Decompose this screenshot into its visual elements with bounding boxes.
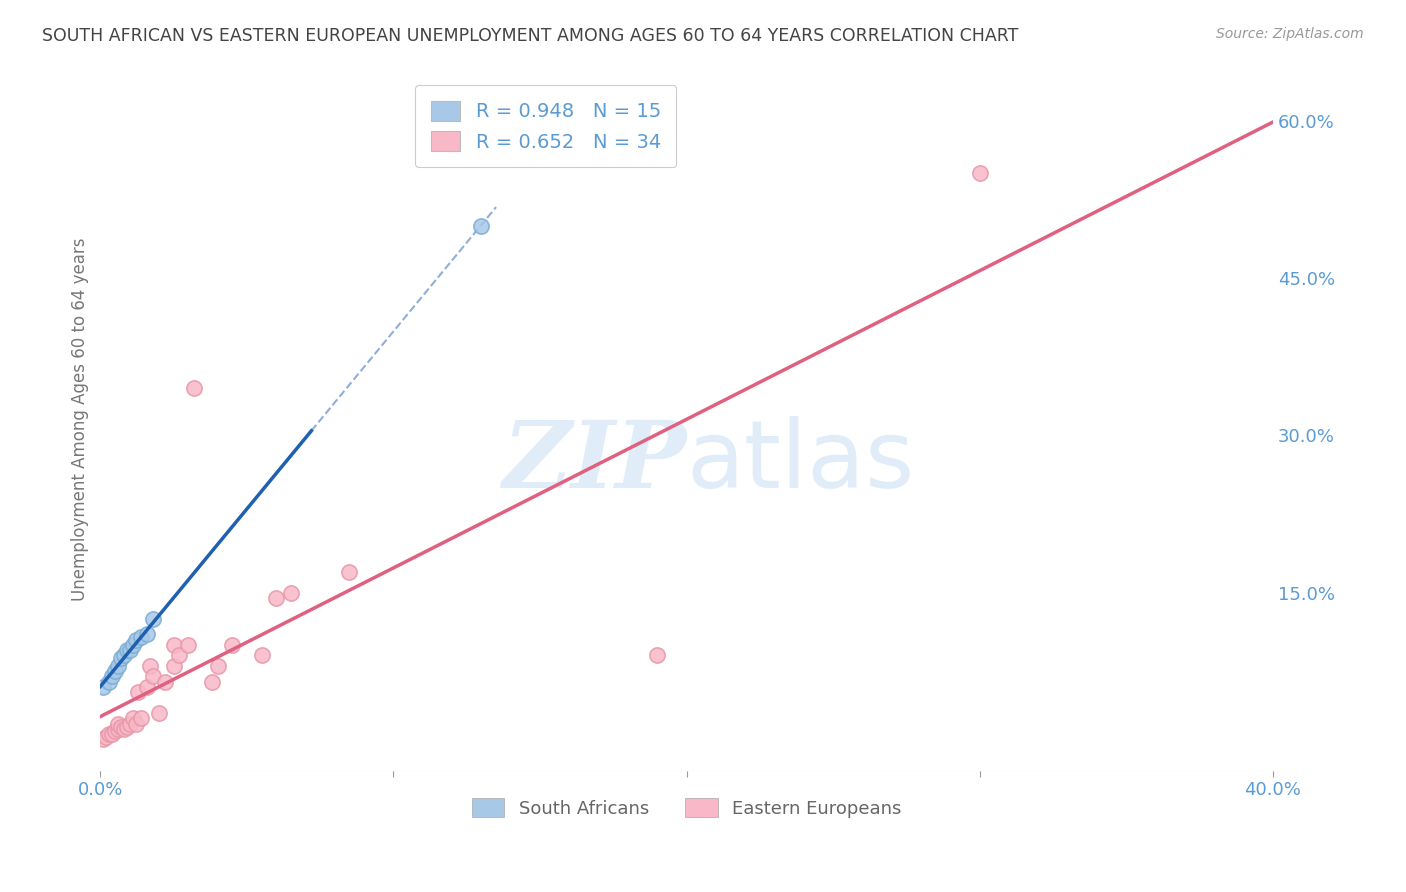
Point <box>153 674 176 689</box>
Point <box>112 722 135 736</box>
Point <box>470 219 492 233</box>
Point <box>107 722 129 736</box>
Point <box>280 585 302 599</box>
Point <box>183 381 205 395</box>
Point <box>118 643 141 657</box>
Point <box>112 648 135 663</box>
Point <box>201 674 224 689</box>
Legend: South Africans, Eastern Europeans: South Africans, Eastern Europeans <box>464 791 908 825</box>
Point <box>107 659 129 673</box>
Point <box>124 716 146 731</box>
Point <box>118 716 141 731</box>
Point <box>91 680 114 694</box>
Text: SOUTH AFRICAN VS EASTERN EUROPEAN UNEMPLOYMENT AMONG AGES 60 TO 64 YEARS CORRELA: SOUTH AFRICAN VS EASTERN EUROPEAN UNEMPL… <box>42 27 1018 45</box>
Point <box>91 732 114 747</box>
Point <box>115 720 138 734</box>
Point <box>98 674 121 689</box>
Point <box>142 612 165 626</box>
Point <box>107 716 129 731</box>
Point <box>339 565 361 579</box>
Point <box>169 648 191 663</box>
Point <box>101 727 124 741</box>
Point <box>969 166 991 180</box>
Point <box>98 727 121 741</box>
Point <box>96 730 118 744</box>
Point <box>104 723 127 738</box>
Point <box>115 643 138 657</box>
Point <box>177 638 200 652</box>
Point <box>139 659 162 673</box>
Point <box>136 680 159 694</box>
Point <box>207 659 229 673</box>
Point <box>110 650 132 665</box>
Point <box>142 669 165 683</box>
Point <box>148 706 170 720</box>
Point <box>101 669 124 683</box>
Point <box>221 638 243 652</box>
Point <box>131 711 153 725</box>
Point <box>131 630 153 644</box>
Text: Source: ZipAtlas.com: Source: ZipAtlas.com <box>1216 27 1364 41</box>
Point <box>121 711 143 725</box>
Point <box>250 648 273 663</box>
Point <box>264 591 287 605</box>
Point <box>162 638 184 652</box>
Point <box>127 685 149 699</box>
Text: atlas: atlas <box>686 416 915 508</box>
Text: ZIP: ZIP <box>502 417 686 507</box>
Point <box>110 720 132 734</box>
Point <box>104 664 127 678</box>
Point <box>162 659 184 673</box>
Point <box>645 648 668 663</box>
Y-axis label: Unemployment Among Ages 60 to 64 years: Unemployment Among Ages 60 to 64 years <box>72 238 89 601</box>
Point <box>121 638 143 652</box>
Point <box>124 632 146 647</box>
Point <box>136 627 159 641</box>
